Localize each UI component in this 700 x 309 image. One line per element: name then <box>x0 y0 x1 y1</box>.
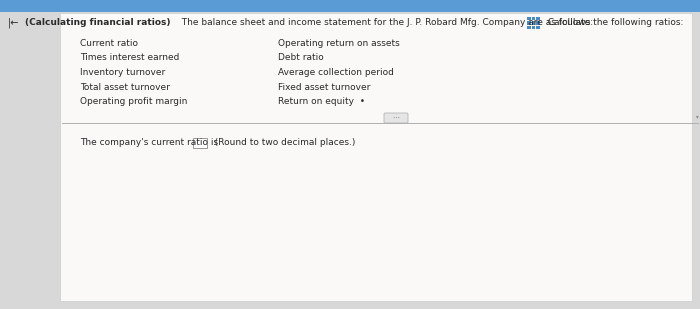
Bar <box>536 21 540 25</box>
Text: ▾: ▾ <box>696 115 699 120</box>
Bar <box>0 0 700 12</box>
Text: Operating return on assets: Operating return on assets <box>278 39 400 48</box>
Bar <box>527 26 531 29</box>
Bar <box>536 16 540 20</box>
Text: Average collection period: Average collection period <box>278 68 394 77</box>
Text: Return on equity  •: Return on equity • <box>278 97 365 106</box>
Bar <box>527 21 531 25</box>
Text: Debt ratio: Debt ratio <box>278 53 323 62</box>
Text: Calculate the following ratios:: Calculate the following ratios: <box>542 18 683 27</box>
Bar <box>536 26 540 29</box>
Text: The company's current ratio is: The company's current ratio is <box>80 138 218 147</box>
Text: (Calculating financial ratios): (Calculating financial ratios) <box>25 18 171 27</box>
Bar <box>532 26 536 29</box>
Text: Current ratio: Current ratio <box>80 39 138 48</box>
Text: Total asset turnover: Total asset turnover <box>80 83 170 91</box>
FancyBboxPatch shape <box>384 113 408 123</box>
Bar <box>193 138 207 148</box>
Text: |←: |← <box>8 18 20 28</box>
Bar <box>532 21 536 25</box>
Bar <box>527 16 531 20</box>
Text: Times interest earned: Times interest earned <box>80 53 179 62</box>
Text: (Round to two decimal places.): (Round to two decimal places.) <box>209 138 356 147</box>
Text: Inventory turnover: Inventory turnover <box>80 68 165 77</box>
Bar <box>532 16 536 20</box>
Text: The balance sheet and income statement for the J. P. Robard Mfg. Company are as : The balance sheet and income statement f… <box>176 18 593 27</box>
Text: ⋯: ⋯ <box>393 115 400 121</box>
Text: Fixed asset turnover: Fixed asset turnover <box>278 83 370 91</box>
Text: Operating profit margin: Operating profit margin <box>80 97 188 106</box>
